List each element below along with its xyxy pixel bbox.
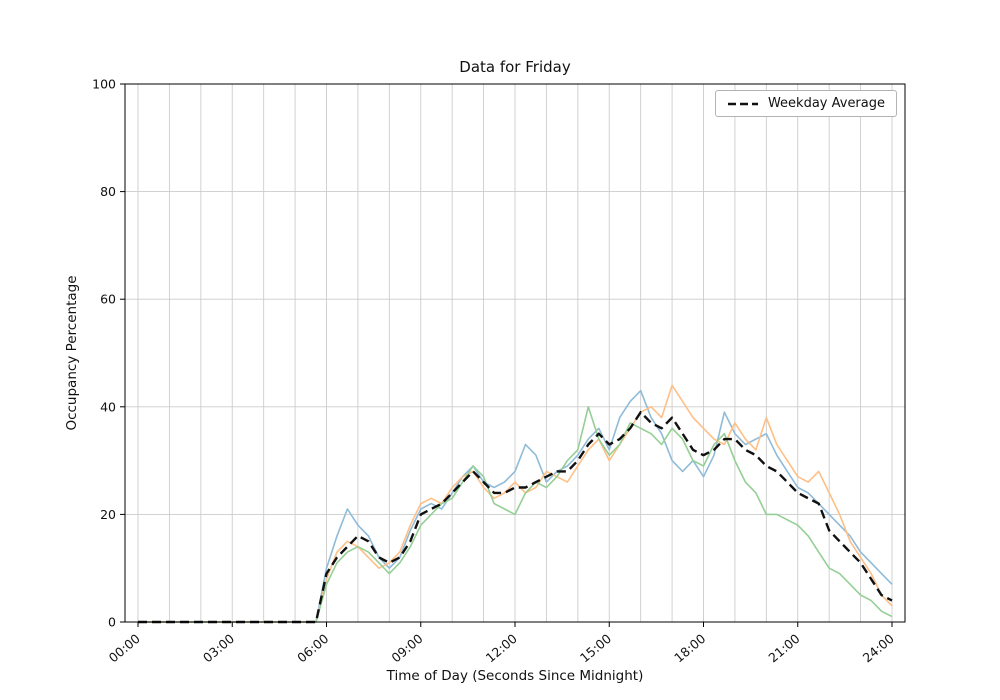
- svg-text:80: 80: [100, 184, 116, 199]
- svg-text:20: 20: [100, 507, 116, 522]
- svg-text:00:00: 00:00: [106, 631, 143, 666]
- axis-ticks: [120, 83, 893, 627]
- svg-text:06:00: 06:00: [294, 631, 331, 666]
- svg-text:100: 100: [92, 77, 116, 92]
- svg-text:18:00: 18:00: [671, 631, 708, 666]
- svg-text:21:00: 21:00: [765, 631, 802, 666]
- y-tick-labels: 0 20 40 60 80 100: [92, 77, 116, 630]
- svg-text:12:00: 12:00: [483, 631, 520, 666]
- legend: Weekday Average: [714, 90, 897, 117]
- svg-text:09:00: 09:00: [388, 631, 425, 666]
- legend-label: Weekday Average: [767, 96, 885, 111]
- svg-text:15:00: 15:00: [577, 631, 614, 666]
- svg-text:24:00: 24:00: [860, 631, 897, 666]
- svg-text:03:00: 03:00: [200, 631, 237, 666]
- svg-text:0: 0: [108, 615, 116, 630]
- x-axis-label: Time of Day (Seconds Since Midnight): [386, 668, 644, 684]
- chart-title: Data for Friday: [459, 58, 571, 76]
- svg-text:40: 40: [100, 399, 116, 414]
- svg-text:60: 60: [100, 292, 116, 307]
- dashed-line-icon: [727, 102, 758, 105]
- grid-lines: [125, 83, 905, 623]
- x-tick-labels: 00:00 03:00 06:00 09:00 12:00 15:00 18:00 21:00…: [106, 631, 897, 666]
